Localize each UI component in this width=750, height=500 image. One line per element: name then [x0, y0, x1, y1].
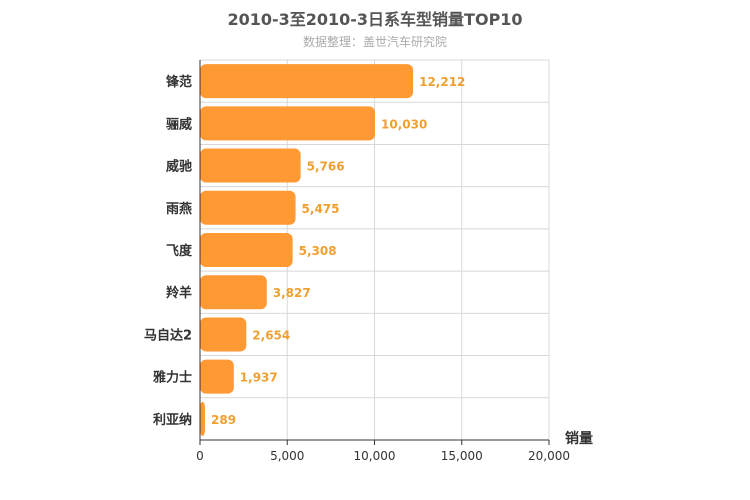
- category-label: 骊威: [166, 116, 192, 132]
- data-label: 1,937: [240, 371, 278, 385]
- bar: [200, 275, 267, 310]
- chart-subtitle: 数据整理：盖世汽车研究院: [302, 35, 447, 49]
- x-axis-title: 销量: [565, 430, 593, 447]
- chart-title: 2010-3至2010-3日系车型销量TOP10: [227, 10, 523, 29]
- data-label: 5,766: [307, 160, 345, 174]
- data-label: 12,212: [419, 75, 465, 89]
- x-tick-label: 20,000: [528, 449, 570, 463]
- data-label: 289: [211, 413, 236, 427]
- data-label: 10,030: [381, 117, 427, 131]
- data-label: 5,475: [302, 202, 340, 216]
- bar: [200, 317, 247, 352]
- bar: [200, 106, 376, 141]
- data-label: 2,654: [252, 328, 290, 342]
- x-tick-label: 0: [196, 449, 204, 463]
- category-label: 羚羊: [166, 285, 192, 301]
- bar: [200, 190, 296, 225]
- data-label: 3,827: [273, 286, 311, 300]
- category-label: 锋范: [166, 74, 192, 90]
- x-tick-label: 15,000: [441, 449, 483, 463]
- bar: [200, 359, 234, 394]
- category-label: 马自达2: [144, 327, 192, 343]
- category-label: 雨燕: [166, 201, 192, 217]
- category-label: 利亚纳: [153, 412, 192, 428]
- data-label: 5,308: [299, 244, 337, 258]
- category-label: 雅力士: [153, 370, 192, 386]
- category-label: 威驰: [166, 159, 192, 175]
- bar: [200, 64, 414, 99]
- x-tick-label: 5,000: [270, 449, 304, 463]
- bar: [200, 148, 301, 183]
- bar: [200, 233, 293, 267]
- x-tick-label: 10,000: [354, 449, 396, 463]
- bar: [200, 401, 206, 436]
- category-label: 飞度: [166, 243, 193, 259]
